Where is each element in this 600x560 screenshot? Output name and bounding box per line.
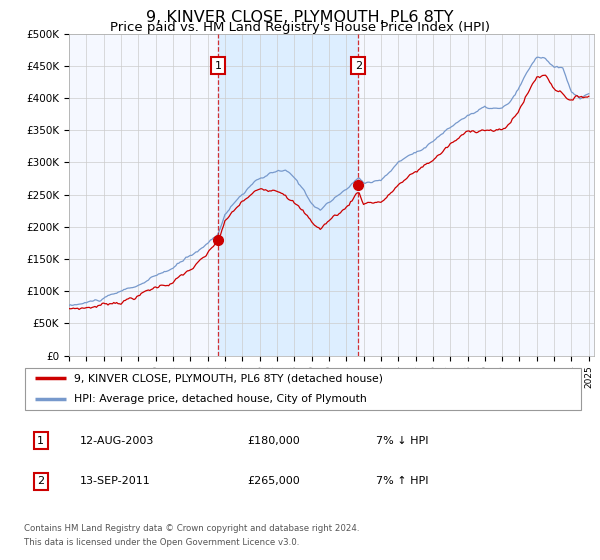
Text: 1: 1 xyxy=(215,61,221,71)
Text: 2: 2 xyxy=(355,61,362,71)
Text: 7% ↑ HPI: 7% ↑ HPI xyxy=(376,476,428,486)
Bar xyxy=(218,34,358,356)
Text: This data is licensed under the Open Government Licence v3.0.: This data is licensed under the Open Gov… xyxy=(24,538,299,547)
Text: 13-SEP-2011: 13-SEP-2011 xyxy=(80,476,151,486)
Text: 12-AUG-2003: 12-AUG-2003 xyxy=(80,436,154,446)
Text: 9, KINVER CLOSE, PLYMOUTH, PL6 8TY (detached house): 9, KINVER CLOSE, PLYMOUTH, PL6 8TY (deta… xyxy=(74,373,383,383)
Text: 2: 2 xyxy=(37,476,44,486)
Text: £265,000: £265,000 xyxy=(247,476,300,486)
Text: £180,000: £180,000 xyxy=(247,436,300,446)
Text: HPI: Average price, detached house, City of Plymouth: HPI: Average price, detached house, City… xyxy=(74,394,367,404)
Text: 9, KINVER CLOSE, PLYMOUTH, PL6 8TY: 9, KINVER CLOSE, PLYMOUTH, PL6 8TY xyxy=(146,10,454,25)
Text: 1: 1 xyxy=(37,436,44,446)
Text: Price paid vs. HM Land Registry's House Price Index (HPI): Price paid vs. HM Land Registry's House … xyxy=(110,21,490,34)
FancyBboxPatch shape xyxy=(25,367,581,410)
Text: Contains HM Land Registry data © Crown copyright and database right 2024.: Contains HM Land Registry data © Crown c… xyxy=(24,524,359,533)
Text: 7% ↓ HPI: 7% ↓ HPI xyxy=(376,436,428,446)
